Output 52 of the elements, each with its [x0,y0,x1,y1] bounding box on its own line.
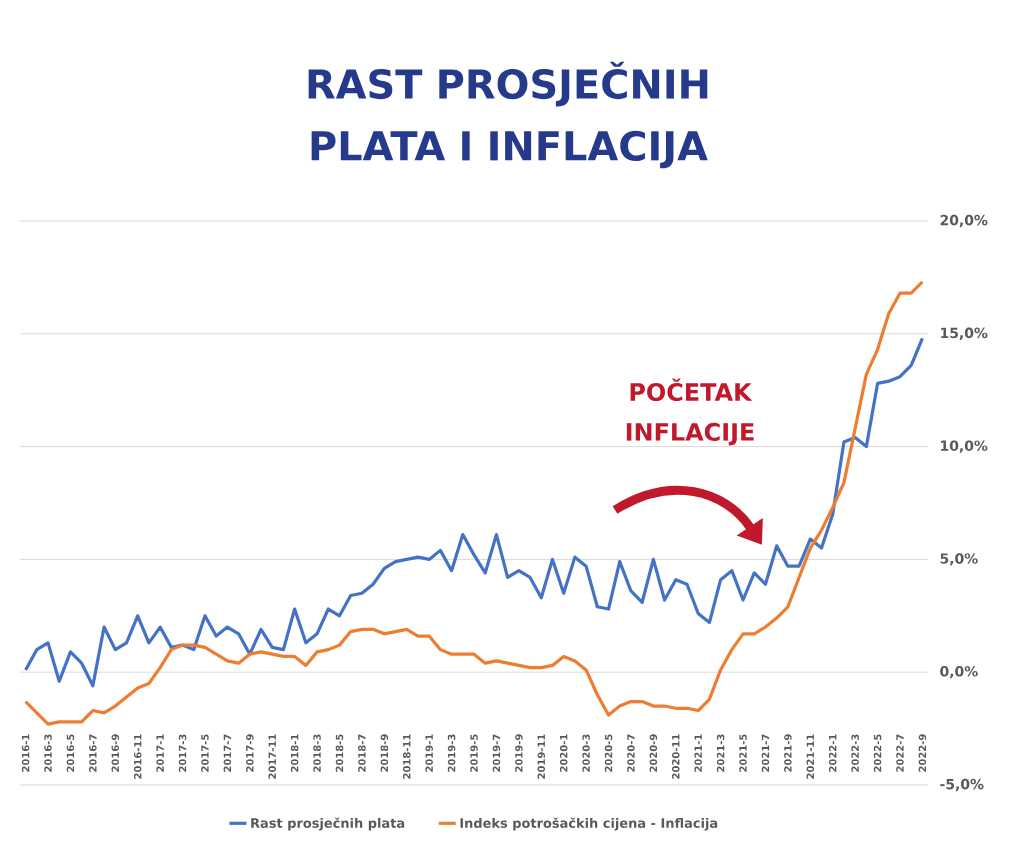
x-tick-label: 2019-9 [515,734,523,772]
x-tick-label: 2018-9 [380,734,389,772]
x-tick-label: 2016-5 [66,734,75,772]
chart-title: RAST PROSJEČNIH PLATA I INFLACIJA [308,61,708,169]
legend-label: Rast prosječnih plata [251,817,405,831]
x-tick-label: 2021-11 [806,734,815,779]
x-tick-label: 2016-7 [89,734,97,772]
x-tick-label: 2020-1 [559,734,568,772]
x-tick-label: 2017-1 [156,734,164,772]
x-tick-label: 2020-11 [672,734,680,779]
x-tick-label: 2017-11 [268,734,276,779]
x-tick-label: 2017-7 [223,734,232,772]
y-tick-label: 20,0% [940,214,988,228]
x-tick-label: 2022-1 [828,734,837,772]
x-tick-label: 2021-5 [739,734,747,772]
x-tick-label: 2019-5 [470,734,478,772]
x-tick-label: 2020-7 [627,734,635,772]
y-tick-label: -5,0% [940,778,984,792]
x-tick-label: 2018-1 [290,734,299,772]
legend-label: Indeks potrošačkih cijena - Inflacija [460,817,718,831]
x-tick-label: 2018-5 [335,734,344,772]
x-tick-label: 2019-1 [425,734,433,772]
y-tick-label: 15,0% [941,327,988,340]
x-tick-label: 2021-1 [694,734,702,772]
x-tick-label: 2019-11 [537,734,546,779]
x-tick-label: 2018-11 [402,734,411,779]
x-tick-label: 2016-11 [133,734,142,779]
x-tick-label: 2019-7 [492,734,501,772]
x-tick-label: 2018-3 [313,734,321,772]
annotation: POČETAK INFLACIJE [626,378,754,446]
y-tick-label: 0,0% [940,666,978,679]
x-tick-label: 2020-5 [604,734,613,772]
x-tick-label: 2018-7 [358,734,366,772]
x-tick-label: 2017-9 [246,734,254,772]
x-tick-label: 2022-9 [918,734,927,772]
x-tick-label: 2021-9 [784,734,792,772]
y-tick-label: 10,0% [941,440,988,453]
x-tick-label: 2017-5 [201,734,209,772]
y-tick-label: 5,0% [940,553,978,566]
x-tick-label: 2016-1 [21,734,30,772]
x-tick-label: 2022-5 [873,734,882,772]
x-tick-label: 2020-9 [649,734,658,772]
x-tick-label: 2021-7 [761,734,770,772]
x-tick-label: 2017-3 [178,734,187,772]
x-tick-label: 2022-3 [851,734,859,772]
x-tick-label: 2016-3 [44,734,52,772]
x-tick-label: 2016-9 [111,734,120,772]
x-tick-label: 2020-3 [582,734,590,772]
line-series [24,336,924,688]
x-tick-label: 2021-3 [716,734,725,772]
x-tick-label: 2019-3 [447,734,456,772]
x-tick-label: 2022-7 [896,734,904,772]
